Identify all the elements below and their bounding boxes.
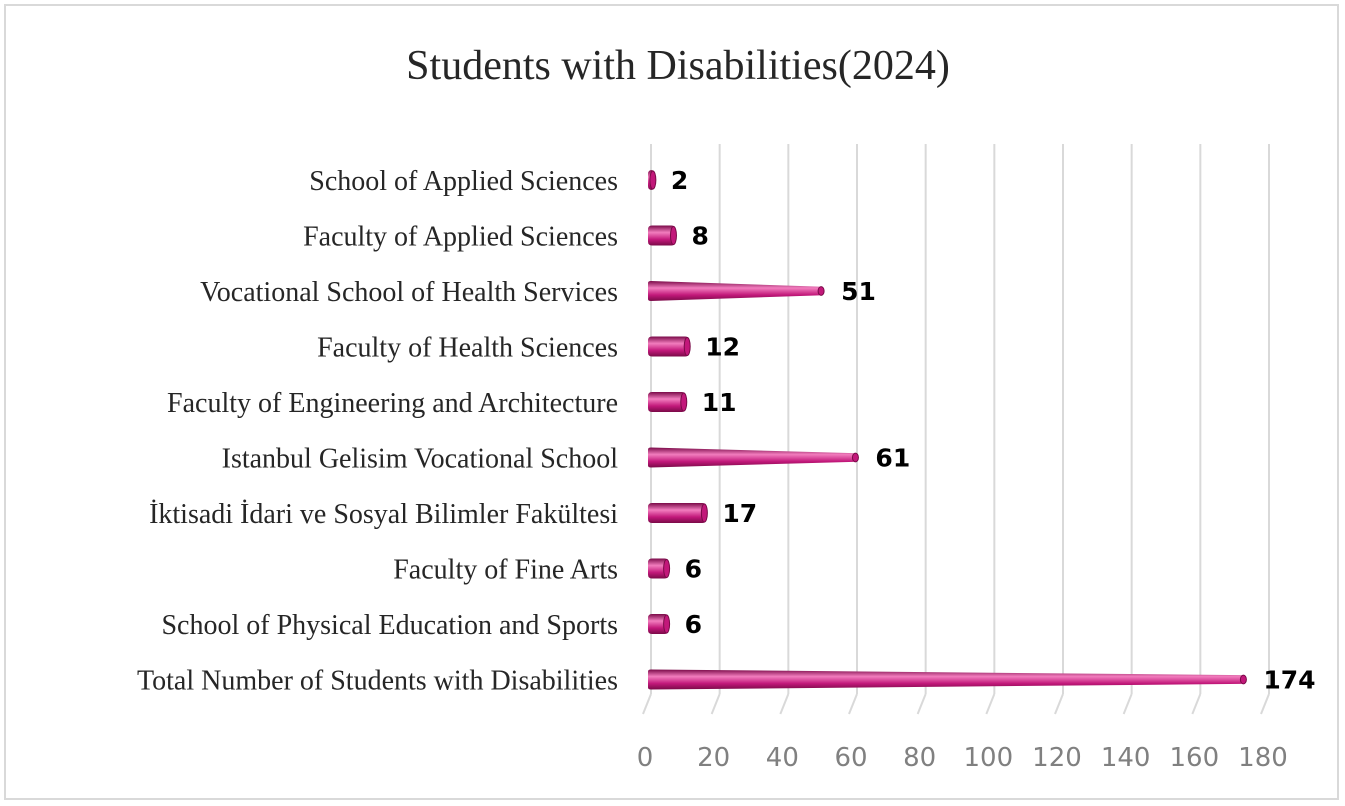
gridline-foot (1054, 693, 1064, 715)
category-label: Total Number of Students with Disabiliti… (137, 666, 618, 697)
bar-cap (649, 170, 657, 190)
bar-body (648, 392, 686, 412)
gridline-foot (642, 693, 652, 715)
x-tick-label: 0 (637, 743, 654, 773)
gridline-foot (1260, 693, 1270, 715)
chart-title: Students with Disabilities(2024) (406, 43, 950, 89)
bar (648, 503, 708, 523)
gridline-foot (710, 693, 721, 715)
x-tick-label: 40 (766, 743, 799, 773)
grid-layer (642, 144, 1270, 715)
data-label: 51 (841, 277, 876, 306)
bar-body (648, 281, 822, 301)
bar (648, 558, 671, 579)
category-label: Faculty of Engineering and Architecture (167, 388, 618, 419)
data-label: 174 (1263, 666, 1315, 695)
chart-frame: Students with Disabilities(2024) 0 20 40 60… (4, 4, 1339, 800)
data-label: 2 (671, 166, 688, 195)
bar (648, 614, 671, 634)
x-tick-label: 100 (964, 743, 1014, 773)
x-tick-label: 80 (903, 743, 936, 773)
bar (648, 336, 691, 357)
category-label: Faculty of Health Sciences (317, 333, 618, 364)
category-label: Faculty of Fine Arts (393, 555, 618, 586)
x-tick-label: 20 (697, 743, 730, 773)
bar-cap (817, 286, 825, 296)
bar (648, 225, 677, 246)
category-label: School of Applied Sciences (309, 166, 618, 197)
category-label: Istanbul Gelisim Vocational School (222, 444, 619, 475)
gridline-foot (1191, 693, 1202, 715)
gridline-foot (779, 693, 790, 715)
bar-cap (700, 503, 708, 523)
bar-cap (669, 226, 677, 245)
data-label: 6 (685, 555, 702, 584)
x-tick-label: 60 (834, 743, 867, 773)
bar-body (648, 225, 676, 246)
bar (648, 170, 657, 190)
category-label: İktisadi İdari ve Sosyal Bilimler Fakült… (149, 499, 618, 530)
bar-body (648, 669, 1244, 690)
chart-svg: Students with Disabilities(2024) 0 20 40 60… (137, 43, 1316, 773)
bar (648, 281, 825, 301)
data-label: 6 (685, 610, 702, 639)
bar-body (648, 447, 856, 468)
bar-cap (663, 614, 671, 634)
x-tick-label: 140 (1101, 743, 1151, 773)
bar (648, 392, 688, 412)
bars-layer (648, 170, 1247, 690)
bar (648, 669, 1247, 690)
bar-cap (680, 392, 688, 412)
gridline-foot (985, 693, 996, 715)
category-label: Faculty of Applied Sciences (303, 222, 618, 253)
gridline-foot (848, 693, 858, 715)
labels-layer: 0 20 40 60 80 100 120 140 160 180 School of Applie… (137, 166, 1316, 773)
bar-cap (683, 337, 691, 356)
data-label: 12 (705, 333, 740, 362)
gridline-foot (916, 693, 927, 715)
data-label: 61 (875, 444, 910, 473)
data-label: 8 (691, 222, 708, 251)
bar-cap (851, 452, 859, 463)
x-tick-label: 160 (1170, 743, 1220, 773)
x-tick-label: 120 (1032, 743, 1082, 773)
bar-body (648, 503, 707, 523)
bar-cap (1239, 674, 1247, 685)
gridline-foot (1122, 693, 1133, 715)
bar (648, 447, 859, 468)
bar-body (648, 336, 690, 357)
category-label: Vocational School of Health Services (200, 277, 618, 308)
category-label: School of Physical Education and Sports (161, 610, 618, 641)
x-tick-label: 180 (1238, 743, 1288, 773)
data-label: 11 (702, 388, 737, 417)
data-label: 17 (722, 499, 757, 528)
bar-cap (663, 559, 671, 578)
